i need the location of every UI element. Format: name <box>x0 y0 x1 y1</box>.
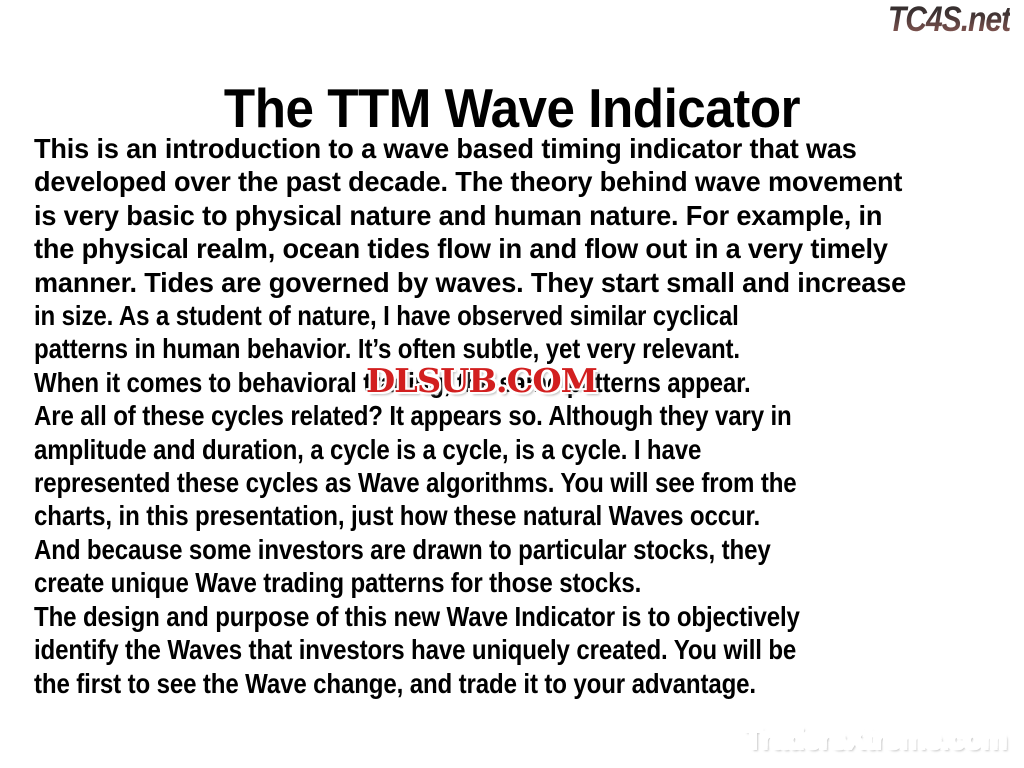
body-line: identify the Waves that investors have u… <box>34 634 797 666</box>
watermark-dlsub: DLSUB.COM <box>366 361 598 400</box>
body-line: Are all of these cycles related? It appe… <box>34 400 792 432</box>
body-line: And because some investors are drawn to … <box>34 533 771 565</box>
page-title: The TTM Wave Indicator <box>223 76 801 139</box>
body-line: is very basic to physical nature and hum… <box>34 199 883 231</box>
footer-brand-text: TradersXtreme.com <box>744 722 1006 755</box>
body-line: create unique Wave trading patterns for … <box>34 567 642 599</box>
body-line: patterns in human behavior. It’s often s… <box>34 333 740 365</box>
body-line: charts, in this presentation, just how t… <box>34 500 761 532</box>
body-line: the physical realm, ocean tides flow in … <box>34 233 888 265</box>
footer-brand-logo: TradersXtreme.com <box>744 722 1006 756</box>
body-line: When it comes to behavioral trading, the… <box>34 366 751 398</box>
body-copy: This is an introduction to a wave based … <box>34 132 998 700</box>
body-line: the first to see the Wave change, and tr… <box>34 667 756 699</box>
corner-brand-logo: TC4S.net <box>887 0 1011 39</box>
body-line: represented these cycles as Wave algorit… <box>34 467 797 499</box>
body-line: manner. Tides are governed by waves. The… <box>34 266 907 298</box>
body-line: amplitude and duration, a cycle is a cyc… <box>34 433 702 465</box>
body-line: developed over the past decade. The theo… <box>34 166 903 198</box>
body-line: This is an introduction to a wave based … <box>34 133 857 164</box>
body-line: The design and purpose of this new Wave … <box>34 600 800 632</box>
body-line: in size. As a student of nature, I have … <box>34 300 739 332</box>
